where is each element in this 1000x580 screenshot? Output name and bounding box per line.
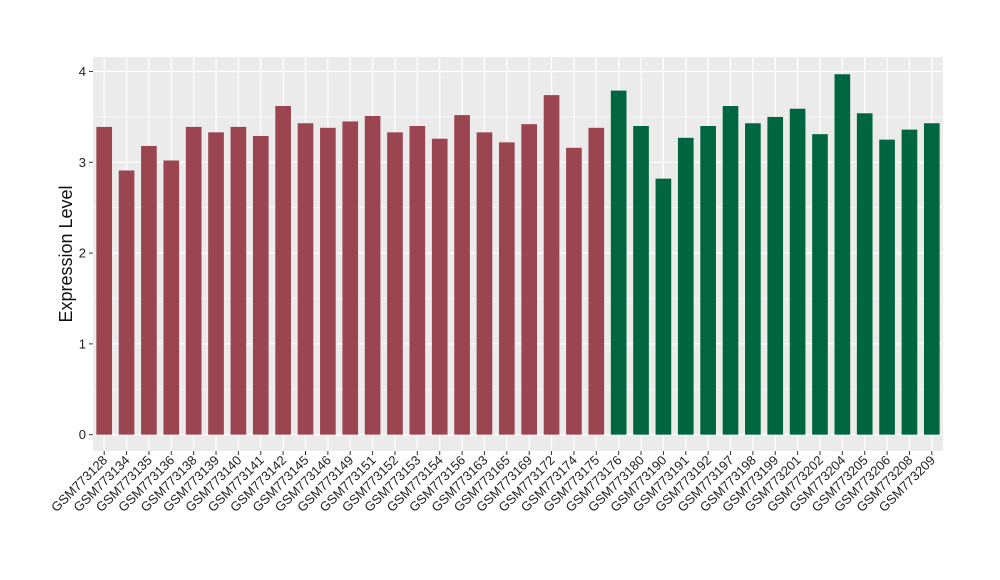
bar-GSM773152: [387, 132, 403, 435]
bar-GSM773199: [767, 116, 784, 435]
bar-GSM773191: [677, 137, 694, 435]
bar-GSM773142: [275, 106, 291, 435]
y-tick-label: 4: [79, 64, 86, 79]
bar-GSM773197: [722, 106, 739, 435]
y-axis-title: Expression Level: [56, 185, 76, 322]
bar-GSM773153: [409, 125, 426, 435]
bar-GSM773176: [610, 90, 627, 435]
bar-GSM773172: [543, 95, 560, 435]
bar-GSM773163: [476, 132, 493, 435]
bar-GSM773156: [454, 115, 470, 435]
bar-GSM773135: [141, 145, 157, 435]
bar-GSM773202: [812, 134, 828, 435]
bar-GSM773192: [700, 125, 716, 435]
bar-GSM773134: [118, 170, 135, 435]
bar-GSM773139: [208, 132, 224, 435]
bar-GSM773205: [856, 113, 873, 435]
bar-GSM773201: [789, 108, 806, 435]
bar-GSM773174: [566, 147, 582, 435]
bar-GSM773165: [498, 142, 515, 435]
bar-GSM773209: [923, 123, 940, 435]
bar-GSM773175: [588, 127, 605, 435]
bar-GSM773136: [163, 160, 180, 435]
x-axis: GSM773128GSM773134GSM773135GSM773136GSM7…: [48, 451, 938, 515]
bar-GSM773190: [655, 178, 672, 435]
y-tick-label: 2: [79, 246, 86, 261]
y-tick-label: 0: [79, 427, 86, 442]
bar-GSM773154: [431, 138, 448, 435]
bar-GSM773180: [633, 125, 649, 435]
bar-GSM773140: [230, 126, 247, 435]
y-tick-label: 1: [79, 336, 86, 351]
bars: [96, 74, 940, 435]
bar-GSM773206: [879, 139, 895, 435]
bar-GSM773198: [745, 123, 761, 435]
y-tick-label: 3: [79, 155, 86, 170]
bar-GSM773169: [521, 124, 538, 435]
y-axis: 0 1 2 3 4: [79, 64, 93, 442]
bar-GSM773146: [320, 127, 336, 435]
bar-GSM773151: [364, 116, 381, 435]
bar-GSM773145: [297, 123, 314, 435]
bar-GSM773149: [342, 121, 359, 435]
bar-GSM773141: [252, 135, 269, 435]
bar-GSM773204: [834, 74, 851, 435]
bar-GSM773208: [901, 129, 918, 435]
bar-GSM773138: [185, 126, 202, 435]
bar-GSM773128: [96, 126, 113, 435]
